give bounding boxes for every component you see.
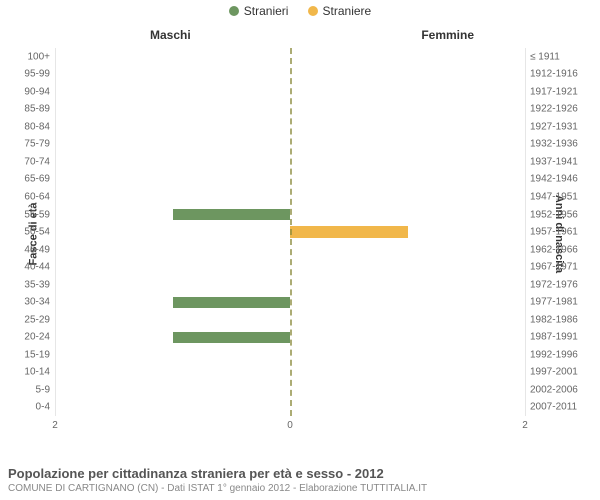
- age-label: 0-4: [10, 402, 50, 413]
- birth-year-label: 1922-1926: [530, 104, 590, 115]
- x-tick-label: 2: [522, 420, 528, 431]
- age-label: 20-24: [10, 332, 50, 343]
- age-label: 50-54: [10, 227, 50, 238]
- age-label: 95-99: [10, 69, 50, 80]
- bar-male: [173, 297, 291, 308]
- birth-year-label: 1917-1921: [530, 86, 590, 97]
- birth-year-label: 1967-1971: [530, 262, 590, 273]
- birth-year-label: 1937-1941: [530, 156, 590, 167]
- legend: Stranieri Straniere: [0, 0, 600, 24]
- age-label: 65-69: [10, 174, 50, 185]
- birth-year-label: 1987-1991: [530, 332, 590, 343]
- bar-male: [173, 332, 291, 343]
- footer-subtitle: COMUNE DI CARTIGNANO (CN) - Dati ISTAT 1…: [8, 483, 592, 494]
- age-label: 25-29: [10, 314, 50, 325]
- birth-year-label: 1912-1916: [530, 69, 590, 80]
- birth-year-label: 1952-1956: [530, 209, 590, 220]
- plot-area: 100+≤ 191195-991912-191690-941917-192185…: [55, 48, 525, 416]
- age-label: 5-9: [10, 384, 50, 395]
- age-label: 100+: [10, 51, 50, 62]
- age-label: 10-14: [10, 367, 50, 378]
- chart-area: Fasce di età Anni di nascita Maschi Femm…: [0, 24, 600, 444]
- footer-title: Popolazione per cittadinanza straniera p…: [8, 466, 592, 481]
- age-label: 90-94: [10, 86, 50, 97]
- birth-year-label: 1972-1976: [530, 279, 590, 290]
- birth-year-label: 1982-1986: [530, 314, 590, 325]
- legend-item-female: Straniere: [308, 4, 372, 18]
- bar-male: [173, 209, 291, 220]
- age-label: 85-89: [10, 104, 50, 115]
- column-header-female: Femmine: [421, 28, 474, 42]
- age-label: 45-49: [10, 244, 50, 255]
- age-label: 55-59: [10, 209, 50, 220]
- birth-year-label: 1927-1931: [530, 121, 590, 132]
- birth-year-label: 1942-1946: [530, 174, 590, 185]
- age-label: 80-84: [10, 121, 50, 132]
- age-label: 40-44: [10, 262, 50, 273]
- footer: Popolazione per cittadinanza straniera p…: [8, 466, 592, 494]
- column-header-male: Maschi: [150, 28, 191, 42]
- chart-container: Stranieri Straniere Fasce di età Anni di…: [0, 0, 600, 500]
- birth-year-label: 2002-2006: [530, 384, 590, 395]
- legend-label-male: Stranieri: [244, 4, 289, 18]
- birth-year-label: 1977-1981: [530, 297, 590, 308]
- gridline: [525, 48, 526, 416]
- age-label: 30-34: [10, 297, 50, 308]
- age-label: 75-79: [10, 139, 50, 150]
- age-label: 70-74: [10, 156, 50, 167]
- age-label: 15-19: [10, 349, 50, 360]
- x-axis: 2 0 2: [55, 420, 525, 434]
- birth-year-label: ≤ 1911: [530, 51, 590, 62]
- legend-swatch-female-icon: [308, 6, 318, 16]
- birth-year-label: 1962-1966: [530, 244, 590, 255]
- birth-year-label: 2007-2011: [530, 402, 590, 413]
- legend-swatch-male-icon: [229, 6, 239, 16]
- birth-year-label: 1992-1996: [530, 349, 590, 360]
- center-axis-line: [290, 48, 292, 416]
- legend-label-female: Straniere: [323, 4, 372, 18]
- age-label: 60-64: [10, 192, 50, 203]
- legend-item-male: Stranieri: [229, 4, 289, 18]
- birth-year-label: 1997-2001: [530, 367, 590, 378]
- birth-year-label: 1957-1961: [530, 227, 590, 238]
- x-tick-label: 0: [287, 420, 293, 431]
- bar-female: [290, 226, 408, 237]
- x-tick-label: 2: [52, 420, 58, 431]
- birth-year-label: 1947-1951: [530, 192, 590, 203]
- age-label: 35-39: [10, 279, 50, 290]
- birth-year-label: 1932-1936: [530, 139, 590, 150]
